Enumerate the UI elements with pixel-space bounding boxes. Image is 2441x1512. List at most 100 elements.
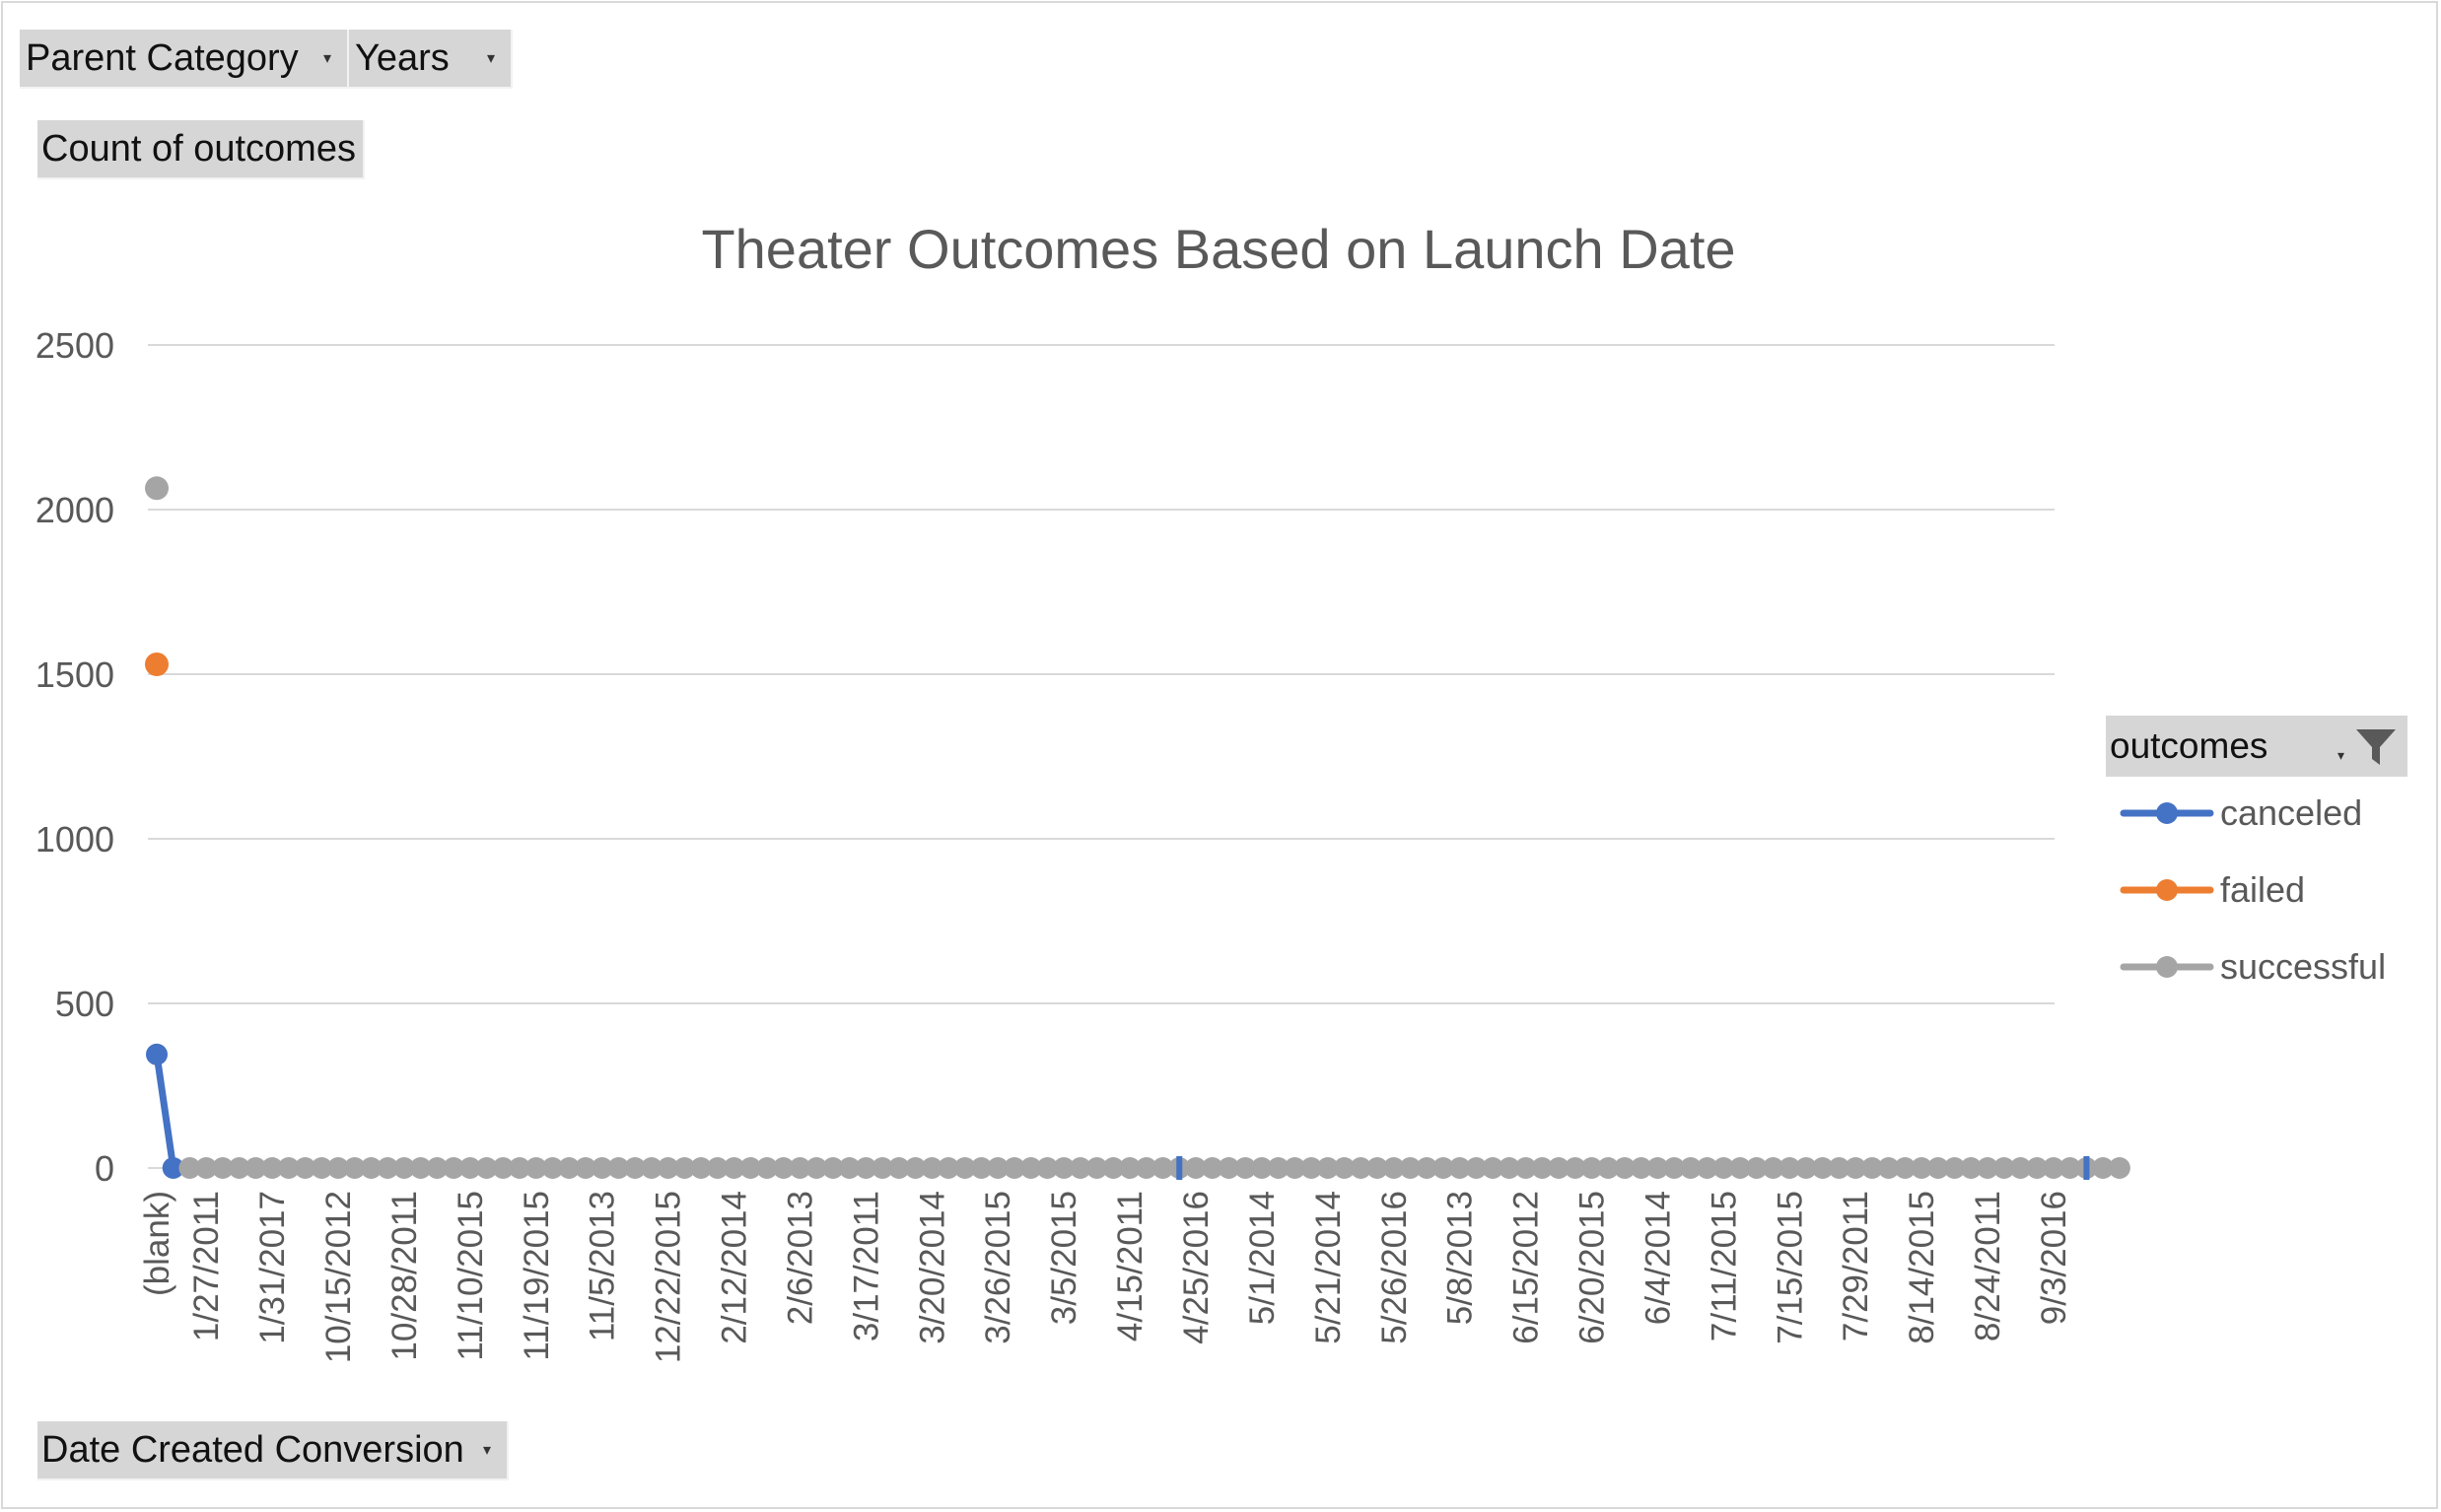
chevron-down-icon: ▾ [2336, 747, 2344, 763]
successful-data-point [855, 1157, 877, 1179]
successful-data-point [458, 1157, 481, 1179]
successful-data-point [1531, 1157, 1554, 1179]
x-tick-label: 1/31/2017 [253, 1191, 292, 1344]
successful-data-point [311, 1157, 333, 1179]
x-tick-label: 3/5/2015 [1045, 1191, 1083, 1325]
successful-data-point [953, 1157, 976, 1179]
years-filter-button[interactable]: Years ▾ [349, 30, 513, 89]
successful-data-point [195, 1157, 218, 1179]
canceled-data-point [162, 1157, 184, 1179]
successful-data-point [1894, 1157, 1917, 1179]
successful-data-point [343, 1157, 366, 1179]
successful-data-point [492, 1157, 515, 1179]
x-tick-label: 2/6/2013 [781, 1191, 819, 1325]
successful-data-point [1218, 1157, 1240, 1179]
successful-data-point [1828, 1157, 1850, 1179]
successful-data-point [872, 1157, 894, 1179]
legend-title: outcomes [2110, 725, 2268, 766]
x-tick-label: 7/15/2015 [1771, 1191, 1809, 1344]
x-tick-label: 7/29/2011 [1837, 1191, 1875, 1341]
successful-data-point [1992, 1157, 2015, 1179]
successful-data-point [1069, 1157, 1091, 1179]
legend-item-canceled[interactable]: canceled [2120, 789, 2362, 838]
x-tick-label: 6/4/2014 [1639, 1191, 1677, 1325]
legend-label: successful [2220, 946, 2387, 987]
successful-data-point [970, 1157, 993, 1179]
successful-data-point [2009, 1157, 2032, 1179]
legend-swatch [2120, 802, 2214, 824]
successful-data-point [1300, 1157, 1323, 1179]
successful-data-point [426, 1157, 449, 1179]
failed-data-point [145, 652, 169, 676]
successful-data-point [1366, 1157, 1389, 1179]
chevron-down-icon: ▾ [486, 50, 495, 67]
successful-data-point [145, 476, 169, 501]
successful-data-point [1465, 1157, 1488, 1179]
successful-data-point [624, 1157, 647, 1179]
successful-data-point [1911, 1157, 1933, 1179]
successful-data-point [1498, 1157, 1520, 1179]
canceled-data-point [2083, 1156, 2090, 1180]
successful-data-point [294, 1157, 316, 1179]
axis-field-label: Date Created Conversion [41, 1428, 464, 1471]
successful-data-point [360, 1157, 383, 1179]
successful-data-point [211, 1157, 234, 1179]
x-tick-label: 3/26/2015 [979, 1191, 1017, 1344]
successful-data-point [1745, 1157, 1768, 1179]
successful-data-point [178, 1157, 201, 1179]
series-points [145, 476, 2130, 1180]
successful-data-point [904, 1157, 927, 1179]
x-tick-label: 1/27/2011 [187, 1191, 226, 1341]
successful-data-point [1382, 1157, 1405, 1179]
successful-data-point [1135, 1157, 1157, 1179]
successful-data-point [673, 1157, 696, 1179]
successful-data-point [1284, 1157, 1306, 1179]
canceled-data-point [1176, 1156, 1183, 1180]
successful-data-point [607, 1157, 630, 1179]
successful-data-point [1811, 1157, 1834, 1179]
legend-item-failed[interactable]: failed [2120, 865, 2305, 915]
successful-data-point [1019, 1157, 1042, 1179]
x-tick-label: 11/5/2013 [584, 1191, 622, 1341]
parent-category-filter-button[interactable]: Parent Category ▾ [20, 30, 349, 89]
successful-data-point [1943, 1157, 1966, 1179]
x-tick-label: 10/28/2011 [385, 1191, 424, 1361]
successful-data-point [409, 1157, 432, 1179]
successful-data-point [261, 1157, 284, 1179]
chevron-down-icon: ▾ [482, 1442, 491, 1459]
x-tick-label: 8/24/2011 [1969, 1191, 2007, 1341]
successful-data-point [591, 1157, 613, 1179]
x-tick-label: 2/12/2014 [716, 1191, 754, 1344]
successful-data-point [789, 1157, 811, 1179]
y-tick-label: 2500 [35, 325, 114, 366]
successful-data-point [772, 1157, 795, 1179]
successful-data-point [1613, 1157, 1636, 1179]
axis-field-button[interactable]: Date Created Conversion ▾ [37, 1421, 509, 1480]
successful-data-point [1085, 1157, 1108, 1179]
outcomes-legend-filter[interactable]: outcomes ▾ [2106, 716, 2407, 777]
years-label: Years [355, 36, 450, 79]
successful-data-point [1663, 1157, 1686, 1179]
legend-item-successful[interactable]: successful [2120, 942, 2386, 992]
x-tick-label: 4/15/2011 [1111, 1191, 1150, 1341]
filter-icon [2356, 729, 2396, 765]
values-field-button[interactable]: Count of outcomes [37, 120, 365, 179]
successful-data-point [657, 1157, 679, 1179]
successful-data-point [1119, 1157, 1142, 1179]
successful-data-point [1960, 1157, 1983, 1179]
successful-data-point [887, 1157, 910, 1179]
canceled-data-point [146, 1043, 168, 1065]
x-tick-label: 11/19/2015 [518, 1191, 556, 1361]
successful-data-point [921, 1157, 943, 1179]
x-tick-label: (blank) [138, 1191, 176, 1296]
successful-data-point [1564, 1157, 1586, 1179]
successful-data-point [1431, 1157, 1454, 1179]
successful-data-point [723, 1157, 745, 1179]
successful-data-point [640, 1157, 663, 1179]
successful-data-point [377, 1157, 399, 1179]
successful-data-point [1630, 1157, 1652, 1179]
successful-data-point [2092, 1157, 2115, 1179]
successful-data-point [228, 1157, 250, 1179]
